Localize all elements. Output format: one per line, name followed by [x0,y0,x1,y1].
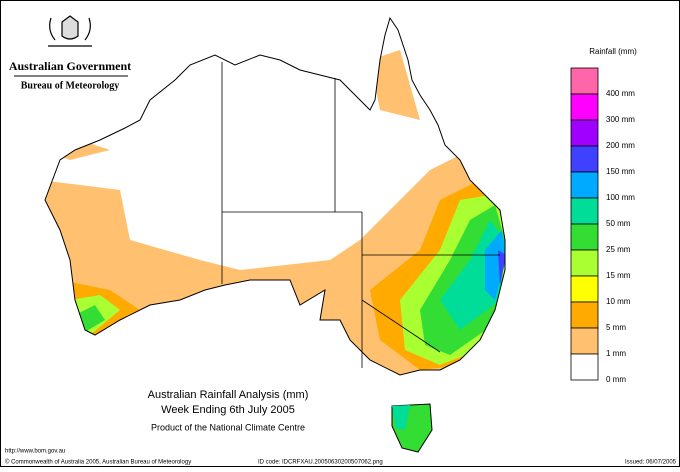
rain-100mm [485,230,505,300]
caption-period: Week Ending 6th July 2005 [161,404,295,416]
legend-swatch [570,171,599,199]
rain-15mm [70,195,505,365]
footer-url: http://www.bom.gov.au [5,449,65,455]
legend-swatch [570,145,599,173]
legend-label: 200 mm [606,141,635,150]
legend-swatch [570,353,599,381]
coat-of-arms [48,15,92,47]
footer-copyright: © Commonwealth of Australia 2005, Austra… [5,459,191,466]
legend-label: 300 mm [606,115,635,124]
legend-swatch [570,275,599,303]
footer-issued: Issued: 06/07/2005 [625,460,677,466]
rain-25mm [75,205,505,355]
legend-swatch [570,67,599,95]
footer-id-code: ID code: IDCRFXAU.20050630200507062.png [258,460,383,466]
caption-title: Australian Rainfall Analysis (mm) [148,389,309,401]
rain-150mm [498,250,505,285]
legend-swatch [570,249,599,277]
agency-name: Australian Government [9,59,131,73]
legend-label: 5 mm [606,323,626,332]
legend-label: 25 mm [606,245,631,254]
legend-label: 400 mm [606,89,635,98]
legend-label: 50 mm [606,219,631,228]
legend: 400 mm 300 mm 200 mm 150 mm 100 mm 50 mm 25 mm… [570,67,635,384]
legend-swatch [570,93,599,121]
legend-label: 10 mm [606,297,631,306]
rain-5mm [60,180,505,370]
tasmania [391,403,433,453]
state-borders [221,62,500,368]
legend-swatch [570,119,599,147]
legend-label: 150 mm [606,167,635,176]
bureau-name: Bureau of Meteorology [21,80,120,91]
legend-swatch [570,327,599,355]
legend-label: 1 mm [606,349,626,358]
legend-swatch [570,197,599,225]
legend-swatch [570,301,599,329]
legend-label: 15 mm [606,271,631,280]
legend-swatch [570,223,599,251]
legend-label: 0 mm [606,375,626,384]
caption-product: Product of the National Climate Centre [151,422,305,432]
legend-title: Rainfall (mm) [589,47,637,56]
legend-label: 100 mm [606,193,635,202]
